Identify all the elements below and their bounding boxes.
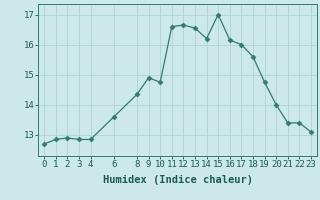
X-axis label: Humidex (Indice chaleur): Humidex (Indice chaleur) bbox=[103, 175, 252, 185]
